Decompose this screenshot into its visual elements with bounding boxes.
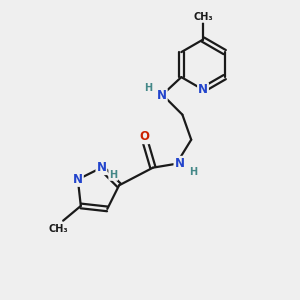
Text: N: N	[157, 89, 167, 102]
Text: N: N	[73, 173, 83, 186]
Text: N: N	[198, 83, 208, 96]
Text: CH₃: CH₃	[193, 12, 213, 22]
Text: H: H	[189, 167, 197, 177]
Text: H: H	[145, 83, 153, 93]
Text: H: H	[109, 170, 117, 180]
Text: O: O	[139, 130, 149, 143]
Text: N: N	[96, 161, 106, 174]
Text: N: N	[174, 157, 184, 170]
Text: CH₃: CH₃	[49, 224, 68, 235]
